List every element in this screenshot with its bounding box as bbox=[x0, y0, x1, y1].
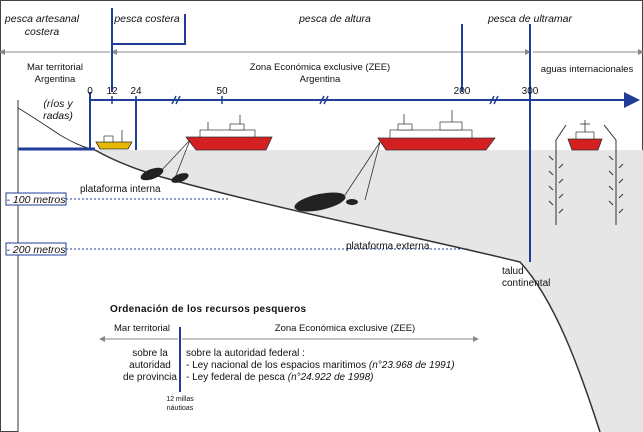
prov-line-2: autoridad bbox=[129, 360, 171, 371]
fed-line-3-text: - Ley federal de pesca bbox=[186, 372, 288, 383]
fed-line-2: - Ley nacional de los espacios maritimos… bbox=[186, 360, 455, 371]
label-pesca-ultramar: pesca de ultramar bbox=[487, 13, 573, 25]
depth-200-label: - 200 metros bbox=[7, 244, 67, 256]
fed-line-3-ref: (n°24.922 de 1998) bbox=[288, 372, 374, 383]
tick-24: 24 bbox=[130, 86, 142, 97]
depth-100-label: - 100 metros bbox=[7, 194, 67, 206]
coastal-trawler-icon bbox=[159, 115, 273, 179]
seabed-profile-line bbox=[94, 149, 601, 432]
deep-trawl-net-icon bbox=[294, 192, 358, 212]
label-pesca-costera: pesca costera bbox=[113, 13, 180, 25]
drift-lines-icon bbox=[548, 124, 624, 225]
tick-12: 12 bbox=[106, 86, 118, 97]
label-pesca-artesanal-2: costera bbox=[25, 26, 60, 38]
axis-break-marks bbox=[171, 95, 499, 105]
tick-0: 0 bbox=[87, 86, 93, 97]
prov-line-3: de provincia bbox=[123, 372, 177, 383]
label-pesca-altura: pesca de altura bbox=[298, 13, 371, 25]
label-plataforma-interna: plataforma interna bbox=[80, 184, 161, 195]
label-zee-2: Argentina bbox=[300, 74, 341, 85]
coastal-trawl-net-icon bbox=[140, 167, 189, 183]
label-rios-1: (ríos y bbox=[43, 98, 73, 110]
tick-300: 300 bbox=[522, 86, 539, 97]
costera-bracket bbox=[112, 14, 186, 45]
artisanal-boat-icon bbox=[95, 130, 133, 150]
ordenacion-title: Ordenación de los recursos pesqueros bbox=[110, 304, 307, 315]
label-mar-territorial-2: Argentina bbox=[35, 74, 76, 85]
ordenacion-mar-territorial: Mar territorial bbox=[114, 323, 170, 334]
label-mar-territorial-1: Mar territorial bbox=[27, 62, 83, 73]
axis-ticks bbox=[111, 96, 223, 104]
fed-line-2-text: - Ley nacional de los espacios maritimos bbox=[186, 360, 369, 371]
tick-50: 50 bbox=[216, 86, 228, 97]
prov-line-1: sobre la bbox=[132, 348, 168, 359]
label-talud-2: continental bbox=[502, 278, 550, 289]
label-rios-2: radas) bbox=[43, 110, 73, 122]
ordenacion-zee: Zona Económica exclusive (ZEE) bbox=[275, 323, 415, 334]
label-zee-1: Zona Económica exclusive (ZEE) bbox=[250, 62, 390, 73]
label-talud-1: talud bbox=[502, 266, 524, 277]
deep-sea-trawler-icon bbox=[344, 110, 496, 201]
millas-line-2: náutioas bbox=[167, 405, 194, 412]
fed-line-2-ref: (n°23.968 de 1991) bbox=[369, 360, 455, 371]
fed-line-1: sobre la autoridad federal : bbox=[186, 348, 305, 359]
tick-200: 200 bbox=[454, 86, 471, 97]
seabed bbox=[18, 150, 600, 432]
label-pesca-artesanal-1: pesca artesanal bbox=[4, 13, 80, 25]
label-plataforma-externa: plataforma externa bbox=[346, 241, 430, 252]
fed-line-3: - Ley federal de pesca (n°24.922 de 1998… bbox=[186, 372, 373, 383]
label-aguas-internacionales: aguas internacionales bbox=[541, 64, 634, 75]
ultramar-ship-icon bbox=[567, 120, 603, 151]
millas-line-1: 12 millas bbox=[166, 396, 194, 403]
